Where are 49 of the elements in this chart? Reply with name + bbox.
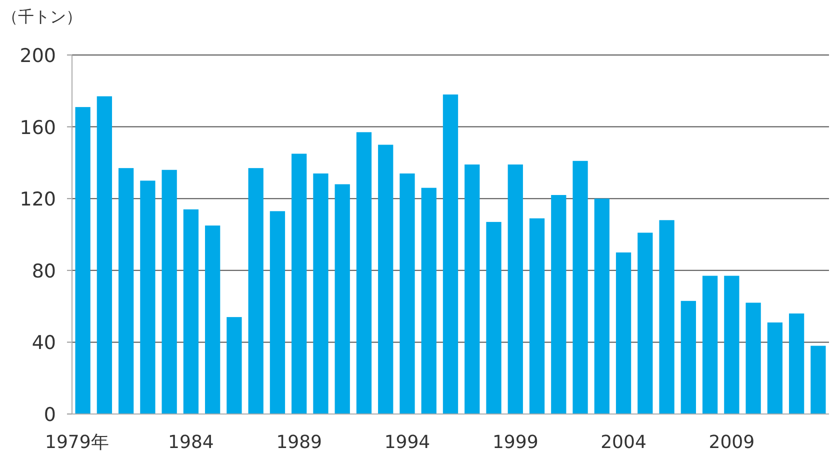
bar — [508, 164, 523, 414]
bar — [292, 154, 307, 414]
x-tick-label: 1979年 — [45, 432, 109, 453]
bar — [96, 96, 112, 414]
y-tick-label: 40 — [32, 332, 56, 354]
y-tick-label: 80 — [32, 260, 56, 282]
bar — [551, 195, 566, 414]
bar — [767, 322, 782, 414]
bar — [810, 346, 826, 414]
bar — [356, 132, 372, 414]
bar — [486, 222, 502, 414]
bar — [572, 160, 588, 414]
bar — [702, 276, 718, 414]
x-tick-label: 1989 — [276, 432, 322, 453]
bar — [464, 164, 480, 414]
bar — [746, 302, 761, 414]
bar — [118, 168, 134, 414]
bar — [529, 218, 545, 414]
x-tick-label: 1994 — [384, 432, 430, 453]
bar — [162, 170, 177, 414]
bar — [248, 168, 264, 414]
bar — [421, 188, 436, 414]
y-axis-title: （千トン） — [2, 7, 82, 26]
bar — [183, 209, 199, 414]
y-tick-label: 200 — [20, 45, 56, 67]
bar — [334, 184, 350, 414]
y-tick-label: 120 — [20, 188, 56, 211]
bar — [226, 317, 242, 414]
bar — [140, 180, 156, 414]
bar — [659, 220, 674, 414]
bar — [400, 173, 415, 414]
bar — [270, 211, 286, 414]
bar — [724, 276, 740, 414]
bar — [638, 232, 653, 414]
x-tick-label: 1999 — [492, 432, 538, 453]
x-tick-label: 1984 — [168, 432, 214, 453]
x-tick-label: 2004 — [600, 432, 646, 453]
bar — [205, 226, 220, 414]
bar — [313, 173, 328, 414]
y-tick-label: 160 — [20, 116, 56, 139]
bar — [442, 94, 458, 414]
bar — [378, 144, 394, 414]
bar — [680, 300, 696, 414]
y-tick-label: 0 — [44, 404, 56, 426]
x-tick-label: 2009 — [708, 432, 755, 453]
bar — [594, 198, 610, 414]
bar — [616, 252, 632, 414]
bar — [75, 107, 90, 414]
bar — [788, 313, 804, 414]
